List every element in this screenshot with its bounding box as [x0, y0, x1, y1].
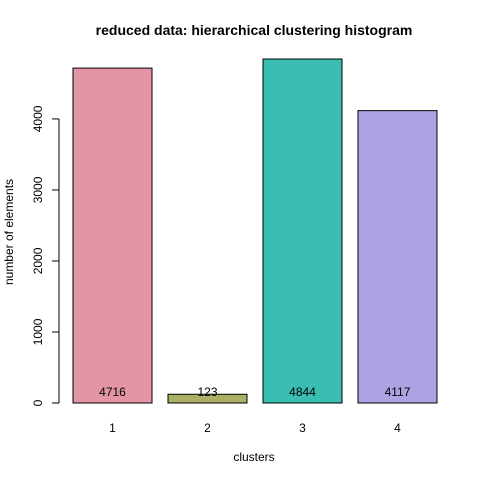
data-labels-group: 4716 123 4844 4117: [99, 385, 411, 399]
chart-title: reduced data: hierarchical clustering hi…: [96, 22, 413, 38]
y-axis: 0 1000 2000 3000 4000: [31, 105, 60, 406]
data-label: 4117: [385, 385, 411, 399]
bar: [167, 393, 248, 404]
y-tick-label: 1000: [31, 318, 45, 345]
x-tick-label: 1: [109, 421, 116, 435]
x-axis-label: clusters: [233, 450, 274, 464]
bar: [72, 67, 153, 404]
y-tick-label: 0: [31, 399, 45, 406]
x-tick-label: 3: [299, 421, 306, 435]
bar: [262, 58, 343, 404]
y-axis-label: number of elements: [2, 179, 16, 285]
y-tick-label: 4000: [31, 105, 45, 132]
x-tick-label: 4: [394, 421, 401, 435]
data-label: 123: [197, 385, 217, 399]
x-axis-ticks: 1 2 3 4: [109, 421, 401, 435]
x-tick-label: 2: [204, 421, 211, 435]
data-label: 4716: [99, 385, 126, 399]
data-label: 4844: [289, 385, 316, 399]
y-tick-label: 3000: [31, 176, 45, 203]
y-tick-label: 2000: [31, 247, 45, 274]
bars-group: [72, 58, 438, 404]
bar: [357, 110, 438, 404]
